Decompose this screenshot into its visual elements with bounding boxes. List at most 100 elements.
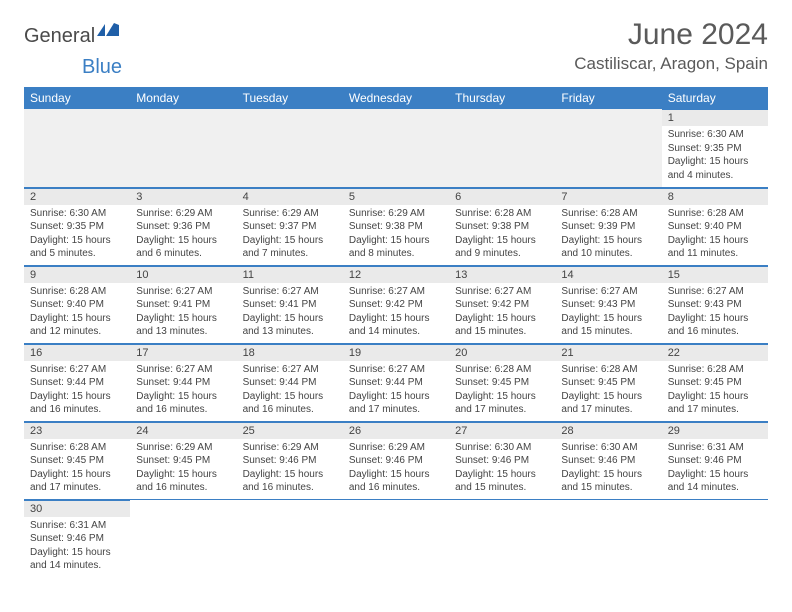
- day-detail: Sunrise: 6:30 AMSunset: 9:46 PMDaylight:…: [555, 439, 661, 499]
- day-detail: Sunrise: 6:29 AMSunset: 9:45 PMDaylight:…: [130, 439, 236, 499]
- sunset-text: Sunset: 9:39 PM: [561, 220, 655, 234]
- day-detail: Sunrise: 6:27 AMSunset: 9:43 PMDaylight:…: [555, 283, 661, 343]
- calendar-cell: 3Sunrise: 6:29 AMSunset: 9:36 PMDaylight…: [130, 187, 236, 265]
- logo: General: [24, 18, 123, 51]
- sunset-text: Sunset: 9:46 PM: [243, 454, 337, 468]
- day-number: 12: [343, 266, 449, 283]
- calendar-cell: 29Sunrise: 6:31 AMSunset: 9:46 PMDayligh…: [662, 421, 768, 499]
- daylight-text: Daylight: 15 hours and 16 minutes.: [243, 468, 337, 495]
- sunrise-text: Sunrise: 6:30 AM: [668, 128, 762, 142]
- calendar-cell: [130, 499, 236, 577]
- daylight-text: Daylight: 15 hours and 13 minutes.: [243, 312, 337, 339]
- sunrise-text: Sunrise: 6:28 AM: [455, 207, 549, 221]
- calendar-cell: 21Sunrise: 6:28 AMSunset: 9:45 PMDayligh…: [555, 343, 661, 421]
- daylight-text: Daylight: 15 hours and 16 minutes.: [136, 468, 230, 495]
- day-number: 2: [24, 188, 130, 205]
- sunset-text: Sunset: 9:46 PM: [668, 454, 762, 468]
- sunset-text: Sunset: 9:42 PM: [455, 298, 549, 312]
- weekday-thursday: Thursday: [449, 87, 555, 109]
- calendar-cell: 22Sunrise: 6:28 AMSunset: 9:45 PMDayligh…: [662, 343, 768, 421]
- sunrise-text: Sunrise: 6:29 AM: [243, 207, 337, 221]
- daylight-text: Daylight: 15 hours and 10 minutes.: [561, 234, 655, 261]
- sunset-text: Sunset: 9:45 PM: [30, 454, 124, 468]
- calendar-cell: 27Sunrise: 6:30 AMSunset: 9:46 PMDayligh…: [449, 421, 555, 499]
- daylight-text: Daylight: 15 hours and 17 minutes.: [668, 390, 762, 417]
- daylight-text: Daylight: 15 hours and 14 minutes.: [30, 546, 124, 573]
- calendar-cell: 13Sunrise: 6:27 AMSunset: 9:42 PMDayligh…: [449, 265, 555, 343]
- sunset-text: Sunset: 9:44 PM: [349, 376, 443, 390]
- day-detail: Sunrise: 6:27 AMSunset: 9:44 PMDaylight:…: [24, 361, 130, 421]
- sunrise-text: Sunrise: 6:29 AM: [349, 441, 443, 455]
- calendar-cell: 25Sunrise: 6:29 AMSunset: 9:46 PMDayligh…: [237, 421, 343, 499]
- month-title: June 2024: [574, 18, 768, 52]
- sunset-text: Sunset: 9:44 PM: [30, 376, 124, 390]
- calendar-cell: [555, 499, 661, 577]
- calendar-cell: [555, 109, 661, 187]
- day-detail: Sunrise: 6:30 AMSunset: 9:46 PMDaylight:…: [449, 439, 555, 499]
- day-number: 14: [555, 266, 661, 283]
- calendar-cell: 19 Sunrise: 6:27 AMSunset: 9:44 PMDayligh…: [343, 343, 449, 421]
- weekday-wednesday: Wednesday: [343, 87, 449, 109]
- sunrise-text: Sunrise: 6:31 AM: [30, 519, 124, 533]
- sunrise-text: Sunrise: 6:28 AM: [30, 441, 124, 455]
- flag-icon: [97, 22, 123, 43]
- calendar-cell: [662, 499, 768, 577]
- daylight-text: Daylight: 15 hours and 7 minutes.: [243, 234, 337, 261]
- sunset-text: Sunset: 9:46 PM: [455, 454, 549, 468]
- daylight-text: Daylight: 15 hours and 11 minutes.: [668, 234, 762, 261]
- calendar-cell: 5Sunrise: 6:29 AMSunset: 9:38 PMDaylight…: [343, 187, 449, 265]
- day-number: 15: [662, 266, 768, 283]
- weekday-header-row: Sunday Monday Tuesday Wednesday Thursday…: [24, 87, 768, 109]
- day-number: 26: [343, 422, 449, 439]
- day-number: 6: [449, 188, 555, 205]
- calendar-week-row: 23Sunrise: 6:28 AMSunset: 9:45 PMDayligh…: [24, 421, 768, 499]
- daylight-text: Daylight: 15 hours and 17 minutes.: [349, 390, 443, 417]
- daylight-text: Daylight: 15 hours and 15 minutes.: [455, 312, 549, 339]
- sunset-text: Sunset: 9:41 PM: [243, 298, 337, 312]
- day-detail: Sunrise: 6:31 AMSunset: 9:46 PMDaylight:…: [662, 439, 768, 499]
- sunrise-text: Sunrise: 6:27 AM: [136, 285, 230, 299]
- sunset-text: Sunset: 9:44 PM: [243, 376, 337, 390]
- calendar-cell: [24, 109, 130, 187]
- day-number: 28: [555, 422, 661, 439]
- day-number: 4: [237, 188, 343, 205]
- day-number: 21: [555, 344, 661, 361]
- logo-text-blue: Blue: [82, 56, 122, 78]
- sunset-text: Sunset: 9:46 PM: [561, 454, 655, 468]
- weekday-tuesday: Tuesday: [237, 87, 343, 109]
- daylight-text: Daylight: 15 hours and 5 minutes.: [30, 234, 124, 261]
- sunset-text: Sunset: 9:45 PM: [455, 376, 549, 390]
- sunrise-text: Sunrise: 6:27 AM: [243, 285, 337, 299]
- day-number: 19: [343, 344, 449, 361]
- logo-text-general: General: [24, 25, 95, 48]
- calendar-week-row: 1Sunrise: 6:30 AMSunset: 9:35 PMDaylight…: [24, 109, 768, 187]
- calendar-cell: 7Sunrise: 6:28 AMSunset: 9:39 PMDaylight…: [555, 187, 661, 265]
- sunset-text: Sunset: 9:40 PM: [668, 220, 762, 234]
- calendar-cell: [449, 499, 555, 577]
- calendar-cell: 17Sunrise: 6:27 AMSunset: 9:44 PMDayligh…: [130, 343, 236, 421]
- calendar-body: 1Sunrise: 6:30 AMSunset: 9:35 PMDaylight…: [24, 109, 768, 577]
- sunrise-text: Sunrise: 6:31 AM: [668, 441, 762, 455]
- calendar-cell: 15Sunrise: 6:27 AMSunset: 9:43 PMDayligh…: [662, 265, 768, 343]
- sunset-text: Sunset: 9:38 PM: [455, 220, 549, 234]
- day-detail: Sunrise: 6:27 AMSunset: 9:43 PMDaylight:…: [662, 283, 768, 343]
- sunrise-text: Sunrise: 6:27 AM: [349, 363, 443, 377]
- sunset-text: Sunset: 9:46 PM: [30, 532, 124, 546]
- sunset-text: Sunset: 9:46 PM: [349, 454, 443, 468]
- calendar-cell: [237, 499, 343, 577]
- daylight-text: Daylight: 15 hours and 17 minutes.: [561, 390, 655, 417]
- sunrise-text: Sunrise: 6:28 AM: [668, 207, 762, 221]
- day-number: 27: [449, 422, 555, 439]
- calendar-cell: 24Sunrise: 6:29 AMSunset: 9:45 PMDayligh…: [130, 421, 236, 499]
- day-detail: Sunrise: 6:28 AMSunset: 9:45 PMDaylight:…: [555, 361, 661, 421]
- day-number: 10: [130, 266, 236, 283]
- calendar-cell: 18Sunrise: 6:27 AMSunset: 9:44 PMDayligh…: [237, 343, 343, 421]
- day-number: 9: [24, 266, 130, 283]
- day-number: 5: [343, 188, 449, 205]
- daylight-text: Daylight: 15 hours and 17 minutes.: [455, 390, 549, 417]
- day-detail: Sunrise: 6:31 AMSunset: 9:46 PMDaylight:…: [24, 517, 130, 577]
- day-number: 13: [449, 266, 555, 283]
- sunrise-text: Sunrise: 6:30 AM: [455, 441, 549, 455]
- sunset-text: Sunset: 9:41 PM: [136, 298, 230, 312]
- sunset-text: Sunset: 9:43 PM: [561, 298, 655, 312]
